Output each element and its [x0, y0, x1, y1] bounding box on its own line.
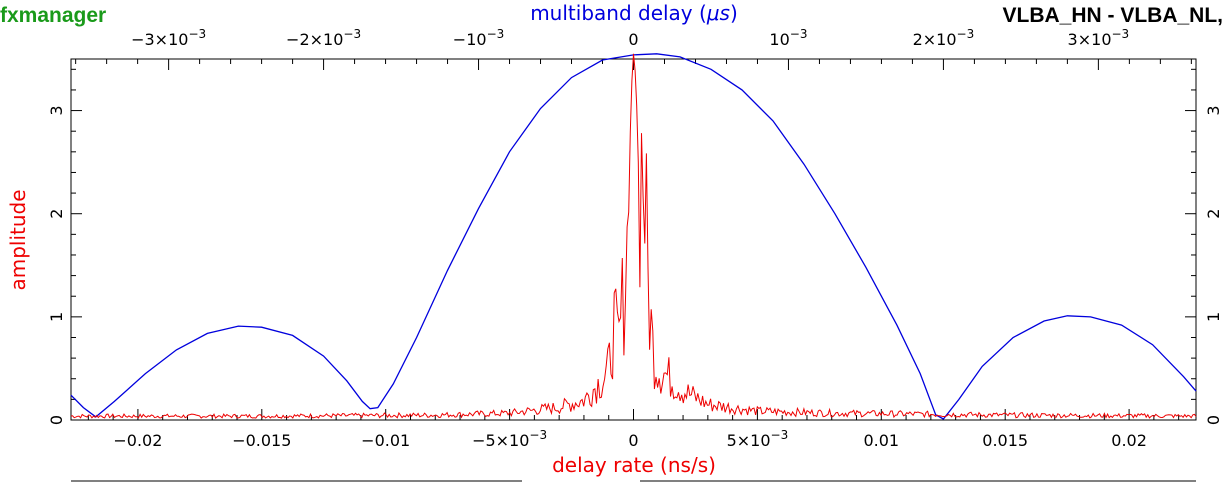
tick-labels: −0.02 −0.015 −0.01 −5×10−3 0 5×10−3 0.01 0.015 0…: [47, 27, 1223, 450]
bottom-axis-title: delay rate (ns/s): [552, 453, 716, 477]
series-line-delay-rate: [70, 53, 1197, 419]
top-axis-title-text: multiband delay (: [530, 1, 707, 25]
bottom-tick-label: −0.01: [361, 431, 410, 450]
y-axis-title: amplitude: [6, 189, 30, 290]
bottom-tick-label: 0.02: [1111, 431, 1147, 450]
top-axis-title-unit: μs: [706, 1, 730, 25]
left-tick-label: 1: [47, 312, 66, 322]
bottom-tick-label: −0.015: [232, 431, 291, 450]
axis-ticks: [71, 59, 1196, 421]
top-tick-label: −2×10−3: [286, 27, 361, 49]
top-axis-title: multiband delay (μs): [530, 1, 738, 25]
series-line-multiband-delay: [70, 53, 1197, 420]
top-tick-label: 10−3: [769, 27, 807, 49]
top-tick-label: 2×10−3: [913, 27, 975, 49]
bottom-tick-label: 0: [628, 431, 638, 450]
bottom-tick-label: 0.01: [863, 431, 899, 450]
left-tick-label: 2: [47, 209, 66, 219]
app-name: fxmanager: [0, 4, 107, 27]
right-tick-label: 2: [1204, 209, 1223, 219]
right-tick-label: 0: [1204, 415, 1223, 425]
left-tick-label: 3: [47, 105, 66, 115]
plot-frame: [70, 58, 1197, 421]
bottom-tick-label: 5×10−3: [727, 428, 789, 450]
top-axis-title-close: ): [730, 1, 738, 25]
right-tick-label: 3: [1204, 105, 1223, 115]
top-tick-label: 0: [628, 30, 638, 49]
bottom-tick-label: 0.015: [982, 431, 1028, 450]
top-tick-label: 3×10−3: [1068, 27, 1130, 49]
top-tick-label: −10−3: [453, 27, 504, 49]
bottom-tick-label: −0.02: [113, 431, 162, 450]
right-tick-label: 1: [1204, 312, 1223, 322]
left-tick-label: 0: [47, 415, 66, 425]
baseline-title: VLBA_HN - VLBA_NL,: [1002, 4, 1223, 27]
bottom-tick-label: −5×10−3: [472, 428, 547, 450]
top-tick-label: −3×10−3: [131, 27, 206, 49]
